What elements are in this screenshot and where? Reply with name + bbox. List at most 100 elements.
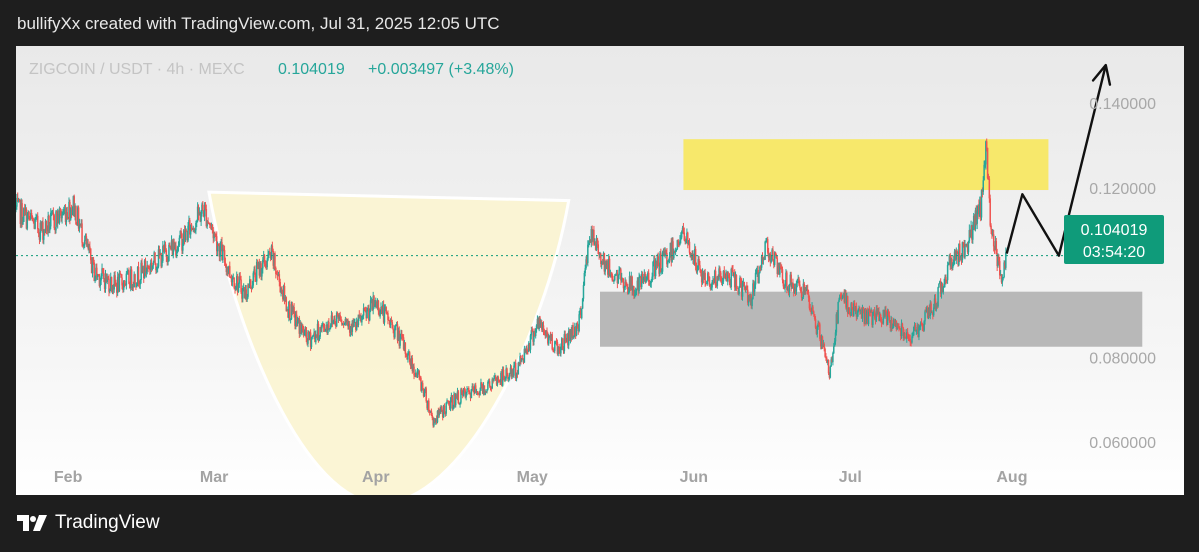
candle-body [163,244,166,251]
candle-body [710,287,712,289]
candle-body [159,252,162,256]
candle-body [577,324,580,331]
candlestick-chart[interactable]: Feb Mar Apr May Jun Jul Aug 0.1400000.1200000.… [16,46,1184,495]
candle-body [746,289,749,303]
candle-body [650,281,653,283]
candle-body [687,232,689,245]
candle-body [197,206,200,216]
candle-body [779,266,781,275]
candle-body [401,333,403,337]
candle-body [559,350,561,354]
candle-body [321,324,323,329]
candle-body [927,308,930,318]
candle-body [298,318,301,334]
candle-body [202,210,205,217]
candle-body [225,264,228,272]
candle-body [741,282,744,297]
candle-body [889,320,892,328]
candle-body [803,283,805,294]
candle-body [725,272,727,279]
candle-body [493,378,495,381]
candle-body [289,319,292,321]
bottom-bar: TradingView [0,495,1199,552]
candle-body [813,314,816,319]
candle-body [658,265,660,274]
candle-body [297,318,300,321]
candle-body [255,261,258,282]
candle-body [478,394,480,396]
candle-body [412,366,414,372]
candle-body [752,283,754,299]
candle-body [472,386,474,390]
candle-body [335,312,338,327]
candle-body [717,276,719,280]
candle-body [76,207,79,226]
candle-body [766,239,769,253]
candle-body [867,308,870,325]
candle-body [871,310,873,325]
candle-body [362,308,365,316]
candle-body [50,212,52,227]
candle-body [636,280,639,289]
candle-body [902,327,905,339]
tradingview-brand[interactable]: TradingView [17,512,160,534]
candle-body [890,320,892,328]
candle-body [973,215,976,230]
candle-body [477,393,480,395]
candle-body [509,367,512,374]
candle-body [671,241,673,262]
candle-body [406,353,408,360]
candle-body [857,311,859,313]
candle-body [229,266,231,277]
candle-body [680,237,682,241]
candle-body [364,310,367,311]
candle-body [689,252,692,258]
candle-body [165,250,168,257]
candle-body [119,273,122,275]
candle-body [296,320,299,324]
candle-body [713,270,716,284]
candle-body [609,273,612,276]
candle-body [290,304,293,320]
candle-body [995,241,998,254]
candle-body [590,229,593,243]
candle-body [431,415,434,418]
candle-body [69,201,71,220]
candle-body [365,310,367,319]
x-tick-label: Mar [200,469,228,486]
candle-body [461,389,463,393]
candle-body [616,272,619,284]
candle-body [373,296,375,307]
chart-panel[interactable]: Feb Mar Apr May Jun Jul Aug 0.140000 0.120000 0.… [16,46,1184,495]
candle-body [465,392,467,398]
candle-body [246,296,248,300]
candle-body [49,226,51,231]
candle-body [169,244,171,247]
candle-body [969,230,971,238]
candle-body [28,212,30,219]
candle-body [87,243,89,249]
candle-body [610,273,613,275]
candle-body [310,337,313,348]
candle-body [200,213,202,222]
candle-body [367,308,369,311]
candle-body [601,261,604,264]
candle-body [24,209,27,211]
candle-body [73,196,75,217]
candle-body [104,273,107,289]
candle-body [322,323,324,325]
candle-body [210,224,213,226]
candle-body [67,218,69,219]
candle-body [579,310,581,315]
x-tick-label: Jul [839,469,862,486]
candle-body [743,281,746,288]
candle-body [561,338,563,347]
candle-body [63,210,65,215]
candle-body [635,288,638,292]
candle-body [494,375,497,381]
candle-body [843,293,845,303]
candle-body [226,267,228,272]
candle-body [389,319,392,326]
candle-body [228,266,230,273]
candle-body [416,371,419,378]
